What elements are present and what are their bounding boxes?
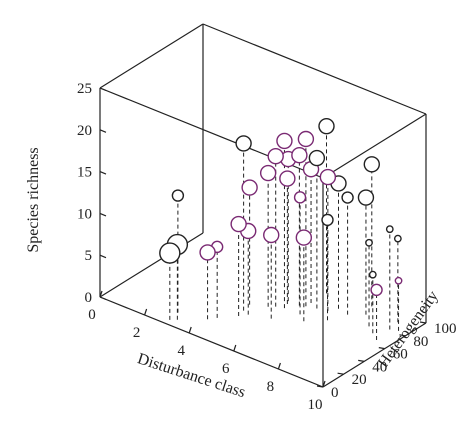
y-tick-label: 0 — [331, 385, 339, 401]
data-point — [291, 146, 308, 164]
y-tick-label: 20 — [352, 372, 367, 388]
z-tick-mark — [99, 212, 107, 217]
data-point — [394, 276, 403, 285]
x-tick-mark — [99, 290, 103, 298]
x-axis-title: Disturbance class — [135, 350, 247, 401]
x-tick-label: 4 — [177, 343, 185, 359]
z-tick-mark — [99, 87, 107, 92]
data-point — [297, 130, 315, 148]
data-point — [393, 234, 402, 243]
z-tick-label: 20 — [77, 123, 92, 139]
x-tick-label: 10 — [308, 397, 323, 413]
data-point — [365, 238, 373, 247]
data-point — [363, 156, 380, 173]
data-point — [341, 191, 354, 204]
x-tick-mark — [233, 344, 237, 352]
data-point — [241, 179, 258, 196]
x-tick-mark — [322, 380, 326, 388]
z-tick-label: 0 — [85, 290, 93, 306]
y-axis-title: Heterogeneity — [375, 288, 442, 371]
y-tick-mark — [378, 347, 385, 350]
x-tick-mark — [188, 326, 192, 334]
y-tick-mark — [399, 334, 406, 337]
bounding-box — [99, 23, 427, 388]
data-point — [370, 283, 383, 297]
y-tick-label: 40 — [372, 359, 387, 375]
z-tick-mark — [99, 129, 107, 133]
box-edge — [99, 296, 324, 388]
y-tick-mark — [358, 359, 365, 362]
data-point — [357, 189, 375, 206]
y-tick-label: 100 — [434, 321, 457, 337]
x-tick-label: 2 — [133, 325, 141, 341]
data-point — [230, 215, 247, 233]
data-point — [385, 225, 394, 234]
x-tick-mark — [144, 308, 148, 316]
z-tick-mark — [99, 296, 107, 301]
data-point — [295, 229, 313, 246]
z-tick-label: 5 — [85, 248, 93, 264]
data-point — [171, 189, 185, 202]
box-edge — [99, 23, 204, 89]
z-tick-label: 15 — [77, 165, 92, 181]
y-tick-label: 60 — [393, 347, 408, 363]
data-point — [267, 147, 284, 165]
data-point — [276, 132, 293, 150]
data-point — [235, 135, 252, 152]
data-point — [263, 226, 280, 244]
data-point — [199, 244, 216, 261]
x-tick-label: 8 — [267, 379, 275, 395]
data-point — [321, 213, 334, 227]
y-tick-mark — [316, 385, 324, 388]
data-point — [319, 168, 337, 186]
data-point — [293, 191, 307, 204]
data-point — [259, 164, 277, 182]
z-tick-label: 25 — [77, 81, 92, 97]
y-tick-mark — [337, 372, 344, 375]
data-point — [318, 117, 335, 135]
z-tick-label: 10 — [77, 206, 92, 222]
y-tick-mark — [419, 321, 427, 324]
box-edge — [322, 113, 427, 179]
z-tick-mark — [99, 254, 107, 259]
z-axis-title: Species richness — [25, 147, 42, 252]
y-tick-label: 80 — [413, 334, 428, 350]
x-tick-label: 6 — [222, 361, 230, 377]
x-tick-label: 0 — [88, 307, 96, 323]
data-point — [368, 270, 377, 279]
data-point — [159, 242, 181, 264]
data-point — [279, 170, 296, 187]
box-edge — [202, 23, 427, 115]
box-edge — [322, 322, 427, 388]
z-tick-mark — [99, 171, 107, 175]
data-point — [308, 149, 326, 167]
x-tick-mark — [277, 362, 281, 370]
data-markers — [159, 117, 403, 297]
